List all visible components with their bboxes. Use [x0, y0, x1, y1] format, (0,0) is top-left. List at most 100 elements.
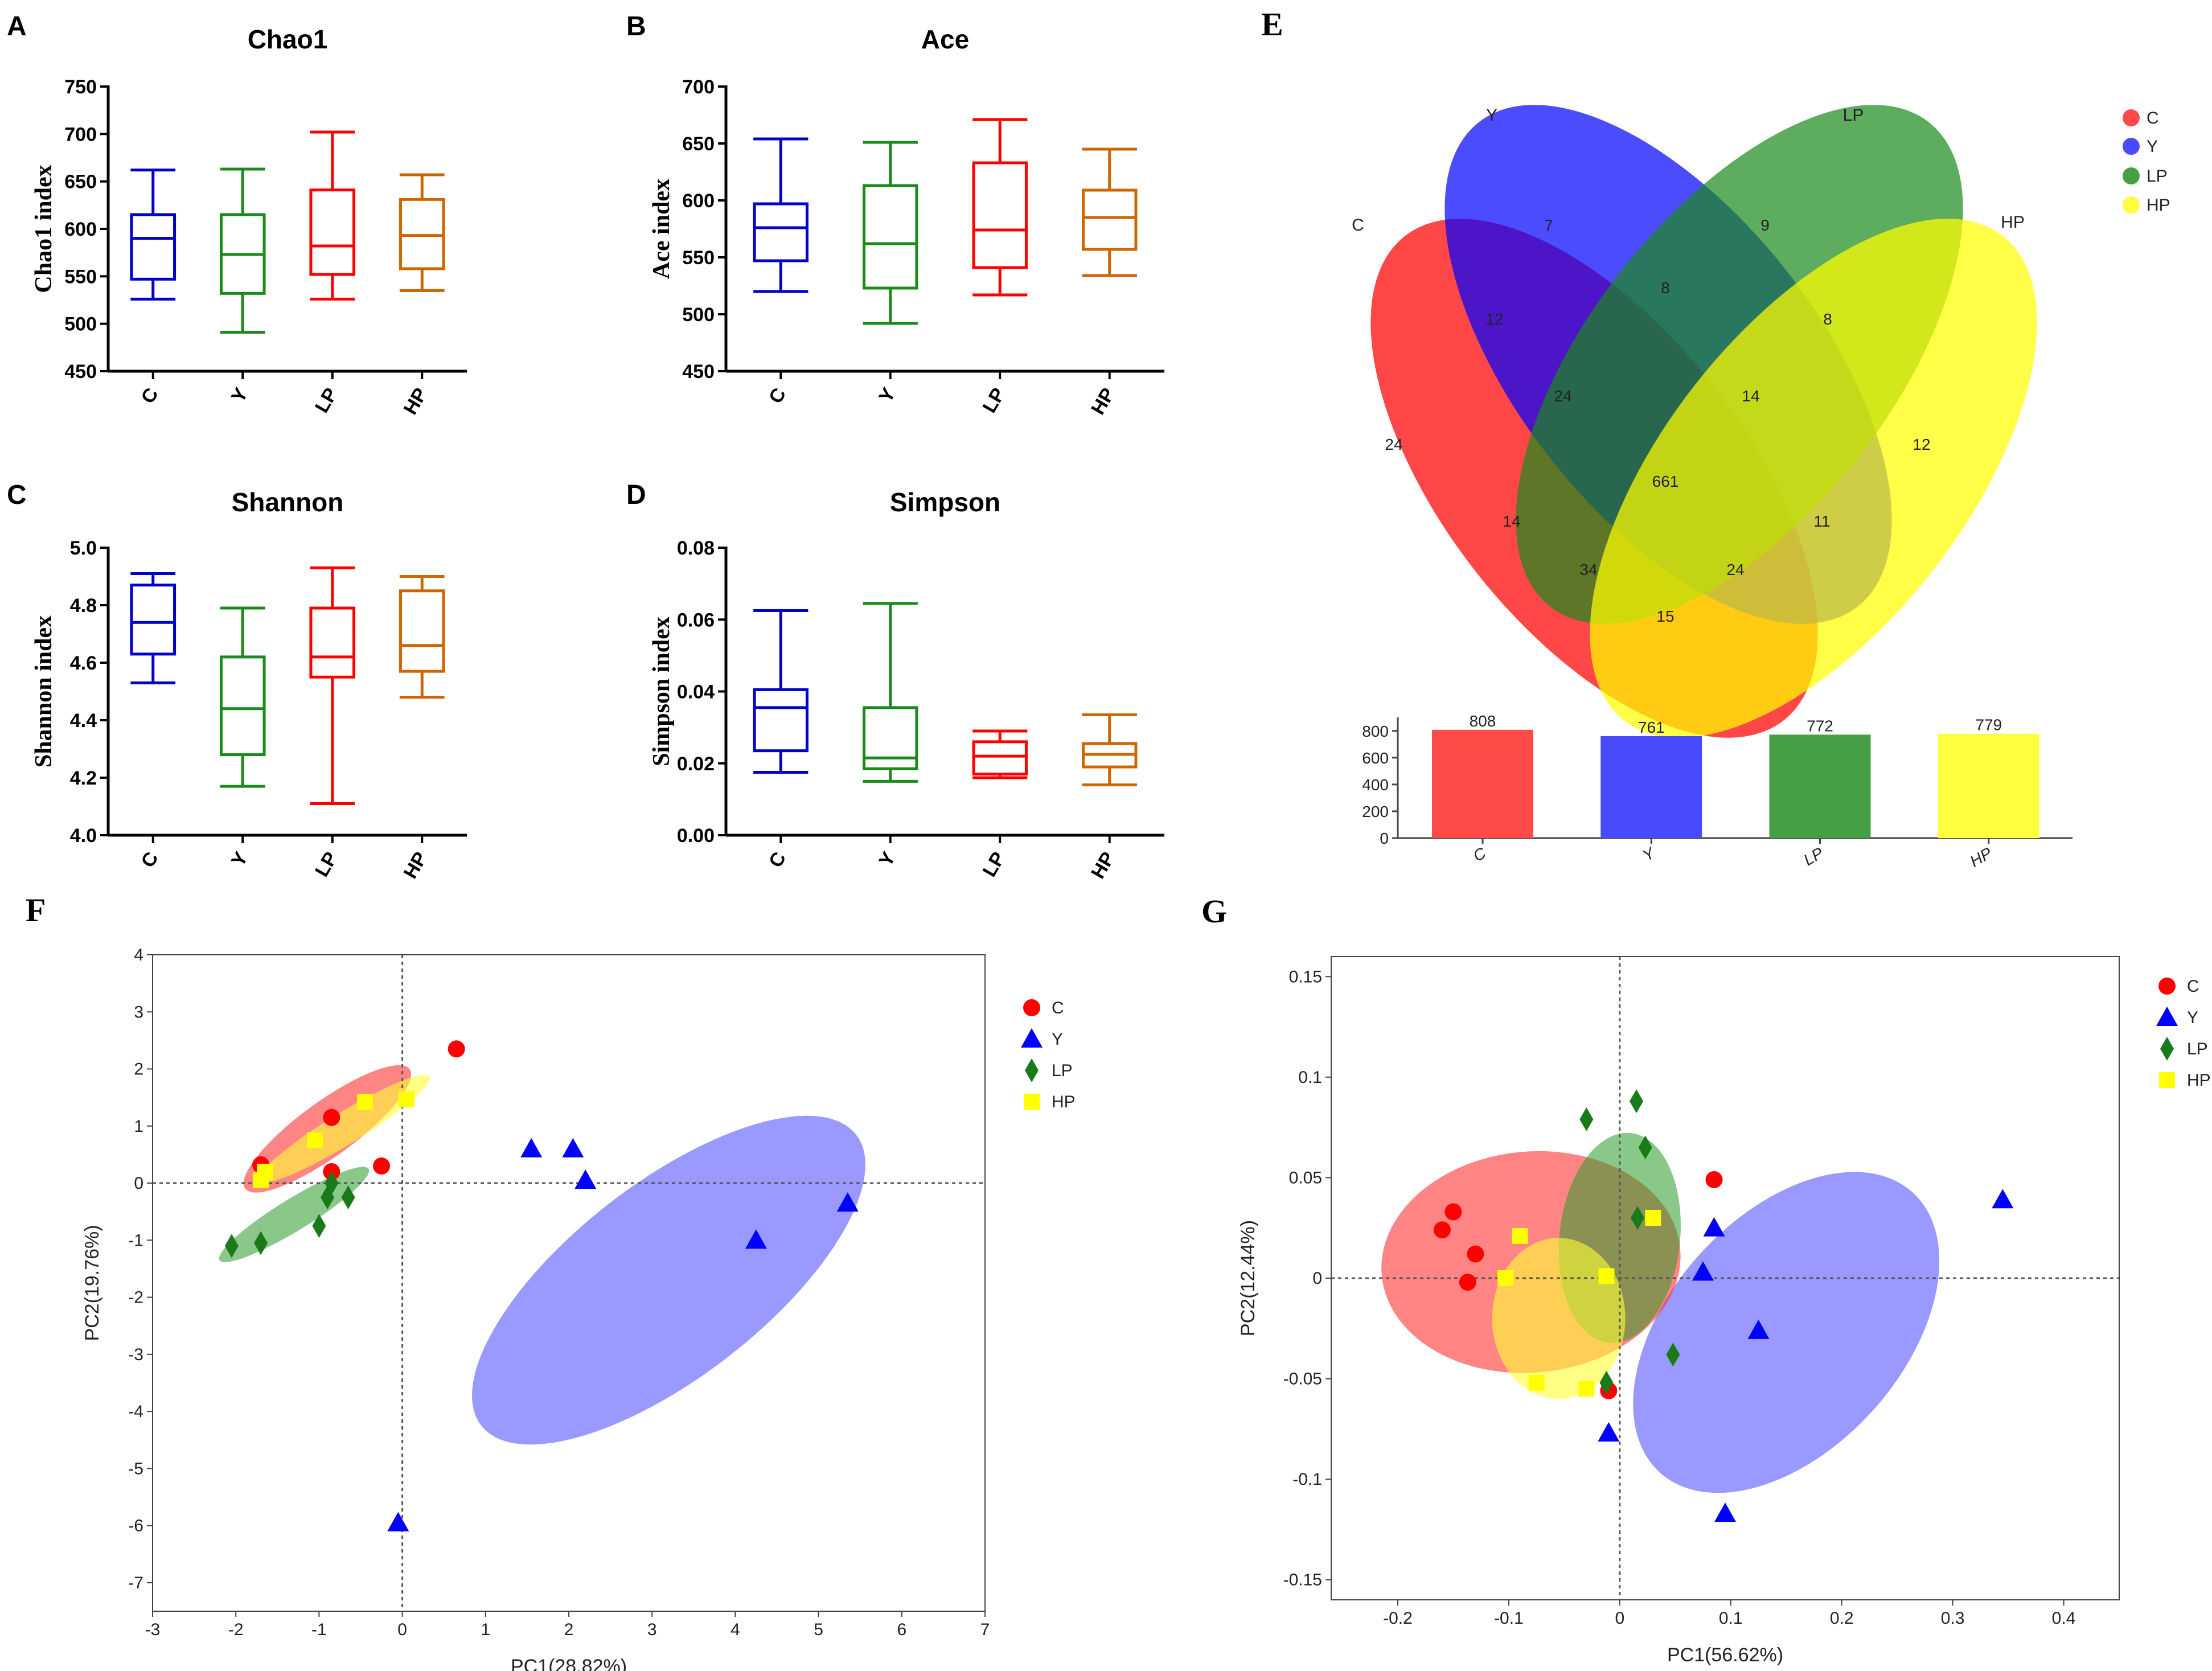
point-hp [356, 1094, 373, 1110]
point-y [1992, 1189, 2014, 1209]
x-tick-label: -2 [228, 1620, 244, 1639]
y-tick-label: 0.15 [1289, 967, 1322, 986]
box-iqr [1082, 188, 1138, 251]
legend-label: C [2187, 977, 2199, 996]
box-iqr [753, 202, 809, 262]
point-hp [398, 1091, 415, 1107]
box-lp [972, 729, 1028, 779]
box-y [219, 606, 266, 788]
panel-label: G [1201, 893, 1227, 930]
legend-marker-lp [1025, 1058, 1039, 1082]
bar-value-label: 761 [1638, 719, 1665, 736]
y-tick-label: 600 [682, 190, 715, 212]
y-tick-label: 650 [682, 133, 715, 155]
y-tick-label: 750 [64, 76, 97, 98]
box-lp [309, 566, 356, 805]
y-tick-label: 4.2 [70, 767, 97, 789]
x-axis-label: PC1(56.62%) [1667, 1644, 1783, 1666]
box-hp [399, 575, 445, 699]
point-y [1692, 1261, 1714, 1281]
legend-marker-y [2156, 1007, 2178, 1026]
legend-label: C [1052, 999, 1064, 1017]
y-tick-label: 0 [1312, 1269, 1322, 1288]
panel-label: A [7, 11, 27, 42]
box-iqr [972, 161, 1028, 269]
point-y [1747, 1319, 1770, 1339]
y-axis-label: PC2(19.76%) [81, 1225, 103, 1341]
box-hp [1082, 147, 1138, 277]
bar-value-label: 772 [1807, 717, 1833, 734]
bar-value-label: 808 [1470, 712, 1496, 730]
point-c [1444, 1203, 1462, 1221]
y-tick-label: -0.15 [1283, 1571, 1322, 1590]
point-lp [1638, 1135, 1652, 1160]
point-hp [1512, 1227, 1528, 1244]
legend-label: Y [2187, 1008, 2198, 1027]
y-tick-label: -1 [128, 1231, 143, 1250]
venn-region-count: 8 [1823, 310, 1832, 328]
point-c [323, 1108, 340, 1126]
box-iqr [863, 706, 918, 770]
point-lp [254, 1231, 268, 1255]
point-c [1467, 1245, 1484, 1263]
confidence-ellipse-y [1633, 1172, 1940, 1493]
point-lp [1631, 1206, 1645, 1230]
x-tick-label: -1 [311, 1620, 327, 1639]
x-tick-label: 1 [481, 1620, 490, 1639]
y-tick-label: 4.4 [70, 710, 97, 732]
bar-y [1600, 736, 1702, 838]
legend-marker-c [2158, 978, 2176, 995]
legend-marker-hp [1024, 1094, 1040, 1110]
point-lp [224, 1234, 239, 1258]
y-tick-label: 0.05 [1289, 1168, 1322, 1187]
box-c [130, 169, 177, 301]
y-tick-label: -2 [128, 1288, 143, 1307]
bar-y-tick-label: 0 [1380, 830, 1389, 847]
legend-label: LP [2147, 167, 2168, 186]
point-lp [341, 1185, 355, 1210]
panel-label: E [1261, 6, 1283, 43]
chart-title: Simpson [890, 487, 1000, 517]
box-iqr [130, 213, 177, 281]
y-tick-label: 2 [134, 1060, 143, 1079]
legend-marker-lp [2123, 167, 2140, 184]
bar-hp [1938, 733, 2039, 838]
legend-label: Y [1052, 1030, 1063, 1049]
point-hp [307, 1132, 323, 1148]
venn-region-count: 12 [1913, 436, 1930, 453]
point-c [1459, 1274, 1476, 1291]
box-iqr [753, 688, 809, 753]
point-y [562, 1138, 584, 1157]
venn-region-count: 14 [1503, 512, 1520, 530]
point-c [448, 1040, 465, 1058]
y-axis-label: Shannon index [31, 615, 57, 767]
x-tick-label: 5 [814, 1620, 823, 1639]
box-y [863, 141, 918, 325]
legend-label: LP [1052, 1061, 1073, 1080]
legend-label: HP [2147, 196, 2170, 215]
point-y [387, 1512, 409, 1532]
box-hp [1082, 713, 1138, 787]
box-c [753, 137, 809, 293]
venn-region-count: 12 [1485, 310, 1503, 328]
box-lp [972, 118, 1028, 297]
y-tick-label: 600 [64, 219, 97, 240]
point-y [520, 1138, 543, 1157]
x-tick-label: 3 [647, 1620, 657, 1639]
x-tick-label: -0.2 [1383, 1609, 1413, 1628]
y-tick-label: 0.08 [677, 537, 715, 559]
y-tick-label: 0.02 [677, 753, 715, 775]
box-iqr [863, 184, 918, 290]
legend-marker-c [2123, 109, 2140, 126]
x-axis-label: PC1(28.82%) [511, 1656, 627, 1671]
point-hp [1598, 1268, 1615, 1284]
box-c [130, 572, 177, 684]
point-y [574, 1169, 597, 1189]
y-tick-label: -0.1 [1292, 1470, 1322, 1489]
chart-title: Chao1 [248, 24, 328, 54]
point-c [1433, 1221, 1451, 1239]
y-tick-label: 700 [64, 124, 97, 145]
box-lp [309, 130, 356, 301]
y-tick-label: 500 [64, 314, 97, 335]
